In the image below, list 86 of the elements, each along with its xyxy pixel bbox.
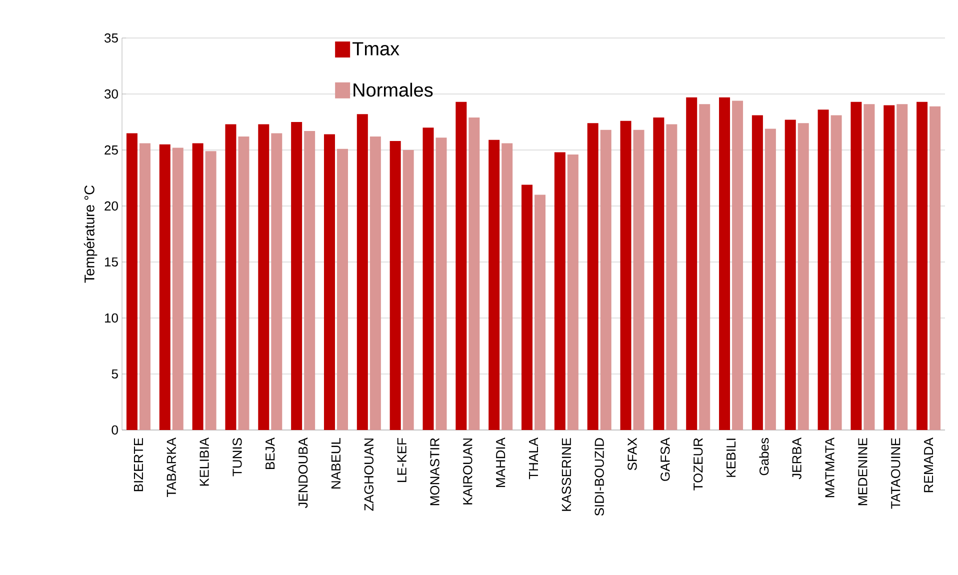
bar — [159, 144, 170, 430]
bar — [764, 128, 776, 430]
bar — [752, 115, 763, 430]
bar — [258, 124, 270, 430]
bar — [436, 138, 447, 430]
bar — [172, 148, 184, 430]
bar — [205, 151, 216, 430]
bar — [522, 184, 533, 430]
bar — [798, 123, 809, 430]
x-tick-label: LE-KEF — [397, 438, 406, 482]
y-tick-label: 30 — [104, 89, 118, 99]
bar — [271, 133, 282, 430]
x-tick-label: MATMATA — [825, 438, 834, 498]
bar — [422, 128, 434, 430]
bar — [830, 115, 842, 430]
bar — [488, 140, 500, 430]
x-tick-label: KAIROUAN — [463, 438, 472, 504]
y-tick-label: 10 — [105, 313, 118, 323]
bar — [554, 152, 566, 430]
x-tick-label: REMADA — [924, 438, 934, 492]
legend-label: Normales — [354, 82, 433, 97]
bar — [653, 118, 664, 430]
bar — [225, 124, 236, 430]
bar — [864, 104, 875, 430]
bar — [456, 102, 467, 430]
bar — [336, 148, 348, 430]
x-tick-label: ZAGHOUAN — [364, 438, 374, 511]
bar — [666, 124, 678, 430]
bar — [468, 118, 480, 430]
x-tick-label: JENDOUBA — [298, 438, 308, 508]
bar — [633, 130, 644, 430]
bar — [502, 143, 513, 430]
x-tick-label: TOZEUR — [693, 438, 703, 490]
bar — [192, 143, 204, 430]
bar — [896, 104, 908, 430]
x-tick-label: MEDENINE — [858, 438, 868, 506]
bar — [587, 123, 598, 430]
bar — [600, 130, 612, 430]
bar — [402, 150, 414, 430]
bar — [850, 102, 862, 430]
y-tick-label: 35 — [104, 33, 118, 43]
x-tick-label: NABEUL — [331, 438, 341, 488]
y-tick-label: 25 — [104, 145, 118, 155]
x-tick-label: MONASTIR — [430, 438, 440, 506]
x-tick-label: THALA — [529, 438, 538, 480]
bar — [567, 154, 578, 430]
bar — [238, 136, 250, 430]
bar — [390, 141, 401, 430]
bar — [370, 136, 381, 430]
y-tick-label: 0 — [112, 425, 118, 435]
bar — [139, 143, 150, 430]
y-axis-title: Température °C — [84, 185, 98, 283]
x-tick-label: TATAOUINE — [891, 438, 900, 509]
x-tick-label: SIDI-BOUZID — [594, 438, 604, 516]
y-tick-label: 5 — [112, 369, 118, 379]
legend-label: Tmax — [352, 42, 400, 56]
x-tick-label: SFAX — [628, 438, 637, 470]
bar — [818, 110, 829, 430]
bar — [732, 100, 744, 430]
bar — [324, 134, 335, 430]
bar — [884, 105, 895, 430]
x-tick-label: JERBA — [792, 438, 802, 480]
bar — [916, 102, 928, 430]
x-tick-label: BEJA — [266, 438, 275, 469]
bar — [356, 114, 368, 430]
bar — [686, 97, 698, 430]
bar — [620, 120, 632, 430]
x-tick-label: TABARKA — [166, 438, 176, 497]
x-tick-label: TUNIS — [232, 438, 242, 476]
bar — [304, 130, 316, 430]
bar — [291, 122, 302, 430]
x-tick-label: Gabes — [759, 438, 769, 476]
bar — [699, 104, 710, 430]
x-tick-label: MAHDIA — [496, 438, 506, 488]
x-tick-label: KEBILI — [726, 438, 736, 477]
bar — [930, 106, 941, 430]
x-tick-label: GAFSA — [660, 438, 670, 481]
bar — [534, 194, 546, 430]
y-tick-label: 20 — [104, 201, 118, 211]
bar — [719, 97, 730, 430]
bar — [784, 120, 796, 430]
y-tick-label: 15 — [105, 257, 118, 267]
x-tick-label: BIZERTE — [134, 438, 143, 492]
x-tick-label: KELIBIA — [200, 438, 209, 486]
x-tick-label: KASSERINE — [562, 438, 572, 511]
bar — [126, 133, 138, 430]
